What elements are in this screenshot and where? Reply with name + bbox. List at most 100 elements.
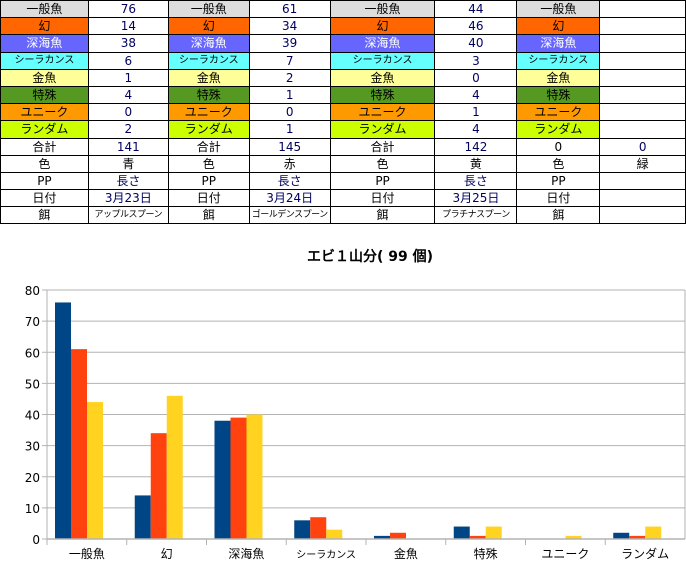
sheet-cell[interactable]: 38 bbox=[87, 34, 169, 53]
sheet-cell[interactable]: 深海魚 bbox=[0, 34, 89, 53]
sheet-cell[interactable]: ユニーク bbox=[329, 103, 436, 122]
sheet-cell[interactable]: ランダム bbox=[167, 120, 250, 139]
sheet-cell[interactable] bbox=[599, 0, 686, 19]
sheet-cell[interactable]: 金魚 bbox=[516, 68, 601, 87]
sheet-cell[interactable]: 0 bbox=[87, 103, 169, 122]
sheet-cell[interactable]: 合計 bbox=[0, 137, 89, 156]
sheet-cell[interactable]: 色 bbox=[167, 154, 250, 173]
sheet-cell[interactable]: 深海魚 bbox=[167, 34, 250, 53]
sheet-cell[interactable]: 4 bbox=[434, 85, 518, 105]
sheet-cell[interactable]: 色 bbox=[0, 154, 89, 173]
sheet-cell[interactable]: PP bbox=[167, 171, 250, 191]
sheet-cell[interactable] bbox=[599, 85, 686, 105]
sheet-cell[interactable]: 1 bbox=[87, 68, 169, 87]
sheet-cell[interactable]: 3 bbox=[434, 51, 518, 70]
sheet-cell[interactable] bbox=[599, 17, 686, 36]
sheet-cell[interactable]: 61 bbox=[248, 0, 331, 19]
sheet-cell[interactable]: 金魚 bbox=[167, 68, 250, 87]
sheet-cell[interactable]: 深海魚 bbox=[516, 34, 601, 53]
sheet-cell[interactable] bbox=[599, 103, 686, 122]
sheet-cell[interactable]: 金魚 bbox=[0, 68, 89, 87]
sheet-cell[interactable]: PP bbox=[0, 171, 89, 191]
sheet-cell[interactable]: 40 bbox=[434, 34, 518, 53]
sheet-cell[interactable]: 141 bbox=[87, 137, 169, 156]
sheet-cell[interactable]: 34 bbox=[248, 17, 331, 36]
sheet-cell[interactable]: 長さ bbox=[434, 171, 518, 191]
sheet-cell[interactable]: 特殊 bbox=[329, 85, 436, 105]
sheet-cell[interactable]: 日付 bbox=[329, 189, 436, 208]
sheet-cell[interactable]: 特殊 bbox=[167, 85, 250, 105]
sheet-cell[interactable]: ユニーク bbox=[0, 103, 89, 122]
sheet-cell[interactable]: ランダム bbox=[0, 120, 89, 139]
sheet-cell[interactable]: 金魚 bbox=[329, 68, 436, 87]
sheet-cell[interactable]: ゴールデンスプーン bbox=[248, 206, 331, 225]
sheet-cell[interactable]: 2 bbox=[248, 68, 331, 87]
sheet-cell[interactable]: 幻 bbox=[329, 17, 436, 36]
sheet-cell[interactable] bbox=[599, 51, 686, 70]
sheet-cell[interactable] bbox=[599, 68, 686, 87]
sheet-cell[interactable]: 1 bbox=[248, 120, 331, 139]
sheet-cell[interactable] bbox=[599, 34, 686, 53]
sheet-cell[interactable]: 4 bbox=[434, 120, 518, 139]
sheet-cell[interactable]: 3月23日 bbox=[87, 189, 169, 208]
sheet-cell[interactable] bbox=[599, 189, 686, 208]
sheet-cell[interactable]: 日付 bbox=[516, 189, 601, 208]
sheet-cell[interactable]: ユニーク bbox=[167, 103, 250, 122]
sheet-cell[interactable]: 長さ bbox=[248, 171, 331, 191]
sheet-cell[interactable]: 1 bbox=[434, 103, 518, 122]
sheet-cell[interactable]: 幻 bbox=[516, 17, 601, 36]
sheet-cell[interactable]: 一般魚 bbox=[516, 0, 601, 19]
sheet-cell[interactable]: 3月25日 bbox=[434, 189, 518, 208]
sheet-cell[interactable]: シーラカンス bbox=[516, 51, 601, 70]
sheet-cell[interactable]: ユニーク bbox=[516, 103, 601, 122]
sheet-cell[interactable]: 餌 bbox=[0, 206, 89, 225]
sheet-cell[interactable]: 長さ bbox=[87, 171, 169, 191]
sheet-cell[interactable]: 44 bbox=[434, 0, 518, 19]
sheet-cell[interactable]: ランダム bbox=[329, 120, 436, 139]
sheet-cell[interactable]: 色 bbox=[516, 154, 601, 173]
sheet-cell[interactable]: 緑 bbox=[599, 154, 686, 173]
sheet-cell[interactable]: 1 bbox=[248, 85, 331, 105]
sheet-cell[interactable]: 幻 bbox=[0, 17, 89, 36]
sheet-cell[interactable] bbox=[599, 120, 686, 139]
sheet-cell[interactable]: 一般魚 bbox=[0, 0, 89, 19]
sheet-cell[interactable]: 赤 bbox=[248, 154, 331, 173]
sheet-cell[interactable]: 14 bbox=[87, 17, 169, 36]
sheet-cell[interactable]: 0 bbox=[248, 103, 331, 122]
sheet-cell[interactable]: 青 bbox=[87, 154, 169, 173]
sheet-cell[interactable] bbox=[599, 171, 686, 191]
sheet-cell[interactable]: 色 bbox=[329, 154, 436, 173]
sheet-cell[interactable]: 3月24日 bbox=[248, 189, 331, 208]
sheet-cell[interactable]: プラチナスプーン bbox=[434, 206, 518, 225]
sheet-cell[interactable]: 39 bbox=[248, 34, 331, 53]
sheet-cell[interactable]: 餌 bbox=[329, 206, 436, 225]
sheet-cell[interactable]: 餌 bbox=[516, 206, 601, 225]
sheet-cell[interactable]: 日付 bbox=[0, 189, 89, 208]
sheet-cell[interactable]: 特殊 bbox=[516, 85, 601, 105]
bar-chart[interactable]: エビ１山分( 99 個) 0 10 20 30 40 50 60 70 80 一般魚 幻 深海魚 シーラカ… bbox=[3, 226, 686, 566]
sheet-cell[interactable]: 0 bbox=[434, 68, 518, 87]
sheet-cell[interactable]: 一般魚 bbox=[167, 0, 250, 19]
sheet-cell[interactable]: ランダム bbox=[516, 120, 601, 139]
sheet-cell[interactable]: 幻 bbox=[167, 17, 250, 36]
sheet-cell[interactable]: 餌 bbox=[167, 206, 250, 225]
sheet-cell[interactable]: 4 bbox=[87, 85, 169, 105]
sheet-cell[interactable]: 黄 bbox=[434, 154, 518, 173]
sheet-cell[interactable]: 深海魚 bbox=[329, 34, 436, 53]
sheet-cell[interactable]: 0 bbox=[599, 137, 686, 156]
sheet-cell[interactable]: 46 bbox=[434, 17, 518, 36]
sheet-cell[interactable]: 一般魚 bbox=[329, 0, 436, 19]
sheet-cell[interactable]: 2 bbox=[87, 120, 169, 139]
sheet-cell[interactable]: 76 bbox=[87, 0, 169, 19]
sheet-cell[interactable]: シーラカンス bbox=[329, 51, 436, 70]
sheet-cell[interactable]: 7 bbox=[248, 51, 331, 70]
sheet-cell[interactable]: アップルスプーン bbox=[87, 206, 169, 225]
sheet-cell[interactable]: 6 bbox=[87, 51, 169, 70]
sheet-cell[interactable]: 特殊 bbox=[0, 85, 89, 105]
sheet-cell[interactable]: PP bbox=[516, 171, 601, 191]
sheet-cell[interactable]: 日付 bbox=[167, 189, 250, 208]
sheet-cell[interactable]: 合計 bbox=[329, 137, 436, 156]
sheet-cell[interactable]: 145 bbox=[248, 137, 331, 156]
sheet-cell[interactable]: 合計 bbox=[167, 137, 250, 156]
sheet-cell[interactable]: シーラカンス bbox=[0, 51, 89, 70]
